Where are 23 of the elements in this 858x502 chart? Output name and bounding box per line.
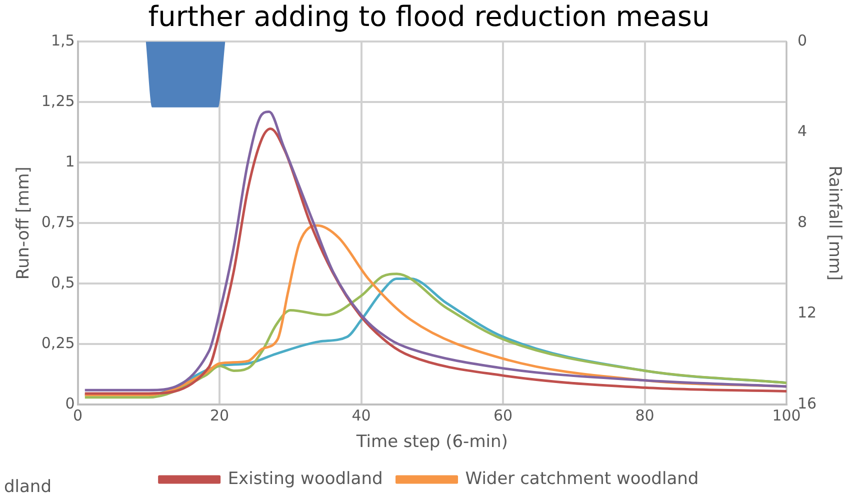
legend-label: Wider catchment woodland	[465, 468, 699, 489]
y2-tick-label: 4	[798, 122, 808, 140]
x-tick-label: 100	[772, 406, 801, 424]
text: dland	[4, 477, 52, 497]
y-tick-label: 0,25	[41, 334, 75, 352]
x-axis-title: Time step (6-min)	[355, 432, 508, 452]
y-tick-label: 1,5	[50, 31, 75, 50]
y-tick-label: 1	[65, 152, 75, 170]
y-tick-label: 0,5	[50, 273, 75, 292]
x-tick-label: 20	[210, 406, 230, 424]
y2-tick-label: 8	[798, 212, 808, 231]
x-tick-label: 60	[493, 406, 513, 424]
x-tick-label: 80	[635, 406, 654, 424]
y-tick-label: 1,25	[41, 92, 75, 110]
y-axis-title: Run-off [mm]	[14, 166, 34, 280]
y-tick-label: 0	[65, 394, 75, 412]
x-tick-label: 40	[352, 406, 371, 424]
chart-title: further adding to flood reduction measu	[148, 0, 710, 34]
y-tick-label: 0,75	[41, 212, 75, 231]
y2-axis-title: Rainfall [mm]	[824, 166, 844, 281]
y2-tick-label: 12	[798, 304, 817, 322]
y2-tick-label: 0	[798, 31, 808, 50]
legend-label: Existing woodland	[228, 468, 383, 489]
